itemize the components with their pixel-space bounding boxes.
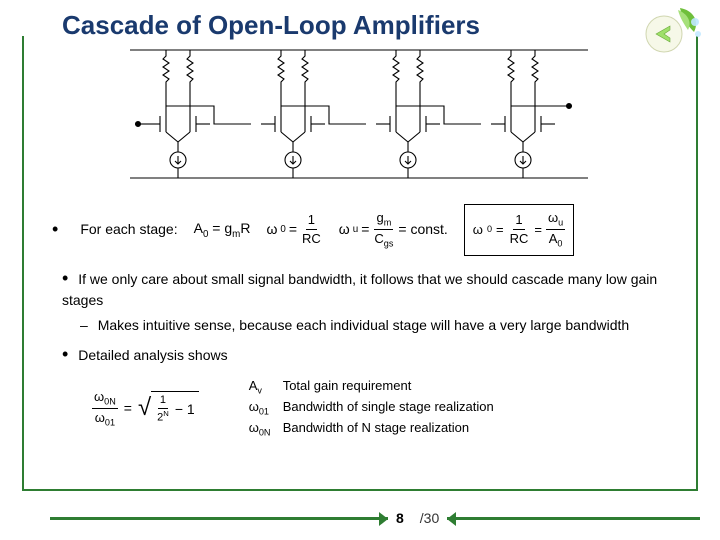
corner-decoration: [634, 4, 702, 58]
definitions: AvTotal gain requirement ω01Bandwidth of…: [249, 377, 494, 439]
content-area: • For each stage: A0 = gmR ω0 = 1RC ωu =…: [52, 204, 692, 439]
page-bar-left: [50, 517, 388, 520]
wu-suffix: = const.: [398, 220, 447, 240]
bullet-2-text: Detailed analysis shows: [78, 347, 227, 363]
eq-prefix: For each stage:: [80, 220, 177, 240]
bullet-1-sub-text: Makes intuitive sense, because each indi…: [98, 317, 630, 333]
bullet-1-sub: – Makes intuitive sense, because each in…: [80, 316, 692, 336]
bullet-2: • Detailed analysis shows: [62, 342, 692, 367]
page-bar-right: [447, 517, 700, 520]
equation-row-1: • For each stage: A0 = gmR ω0 = 1RC ωu =…: [52, 204, 692, 256]
equals: =: [124, 399, 132, 419]
eq-wu: ωu = gmCgs = const.: [339, 209, 448, 251]
slide-title: Cascade of Open-Loop Amplifiers: [58, 10, 484, 41]
bullet-icon: •: [62, 268, 68, 288]
bullet-1-text: If we only care about small signal bandw…: [62, 271, 657, 308]
eq-a0: A0 = gmR: [194, 219, 251, 242]
title-text: Cascade of Open-Loop Amplifiers: [62, 10, 480, 40]
page-number-bar: 8 /30: [50, 505, 700, 531]
page-total: /30: [412, 510, 447, 526]
ratio-equation: ω0N ω01 = √ 1 2N − 1: [92, 388, 199, 430]
lower-equation-row: ω0N ω01 = √ 1 2N − 1 AvTotal gain requir…: [92, 377, 692, 439]
w0-den: RC: [300, 230, 323, 248]
bullet-1: • If we only care about small signal ban…: [62, 266, 692, 311]
circuit-diagram: [120, 44, 598, 190]
page-current: 8: [388, 510, 412, 526]
w0-num: 1: [306, 211, 317, 230]
eq-w0: ω0 = 1RC: [266, 211, 322, 248]
bullet-icon: •: [52, 217, 58, 242]
dash-icon: –: [80, 317, 88, 333]
boxed-equation: ω0 = 1RC = ωuA0: [464, 204, 574, 256]
minus-one: − 1: [175, 400, 195, 420]
bullet-icon: •: [62, 344, 68, 364]
